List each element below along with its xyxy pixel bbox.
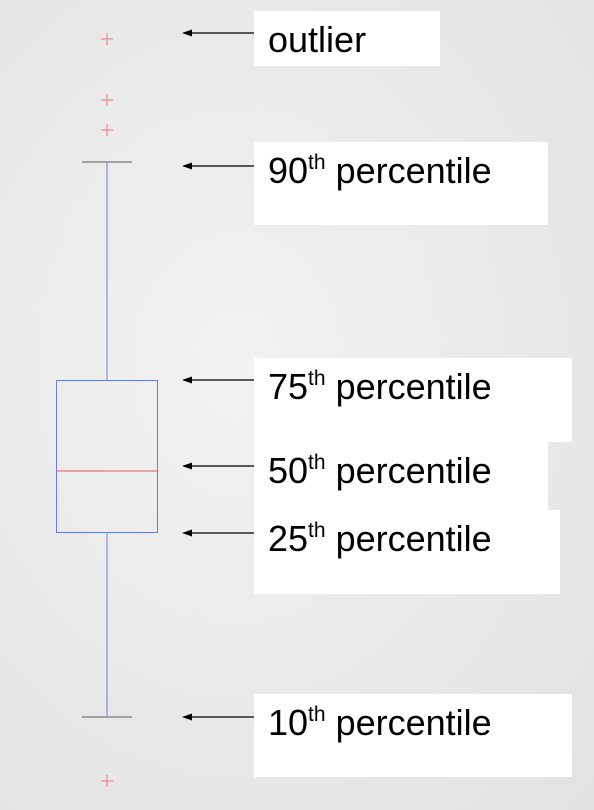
label-10th-suffix: th — [308, 703, 326, 726]
label-90th-suffix: th — [308, 151, 326, 174]
interquartile-box — [56, 380, 158, 533]
label-90th-percentile: 90th percentile — [254, 142, 548, 225]
label-10th-percentile: 10th percentile — [254, 694, 572, 777]
outlier-marker — [101, 124, 113, 136]
outlier-marker — [101, 94, 113, 106]
label-90th-number: 90 — [268, 150, 309, 191]
arrow-outlier — [182, 29, 254, 37]
arrow-p25 — [182, 529, 254, 537]
arrow-p75 — [182, 376, 254, 384]
label-25th-suffix: th — [308, 519, 326, 542]
outlier-marker — [101, 775, 113, 787]
label-25th-number: 25 — [268, 518, 309, 559]
label-90th-word: percentile — [325, 150, 492, 191]
label-50th-word: percentile — [325, 450, 492, 491]
label-75th-suffix: th — [308, 367, 326, 390]
label-75th-number: 75 — [268, 366, 309, 407]
arrow-p10 — [182, 713, 254, 721]
label-25th-percentile: 25th percentile — [254, 510, 560, 594]
arrow-p90 — [182, 162, 254, 170]
label-50th-percentile: 50th percentile — [254, 442, 548, 510]
outlier-marker — [101, 33, 113, 45]
label-75th-percentile: 75th percentile — [254, 358, 572, 442]
arrow-p50 — [182, 462, 254, 470]
label-outlier: outlier — [254, 11, 440, 66]
label-75th-word: percentile — [325, 366, 492, 407]
label-50th-number: 50 — [268, 450, 309, 491]
label-10th-word: percentile — [325, 702, 492, 743]
label-50th-suffix: th — [308, 451, 326, 474]
label-25th-word: percentile — [325, 518, 492, 559]
label-10th-number: 10 — [268, 702, 309, 743]
label-outlier-text: outlier — [268, 19, 367, 60]
